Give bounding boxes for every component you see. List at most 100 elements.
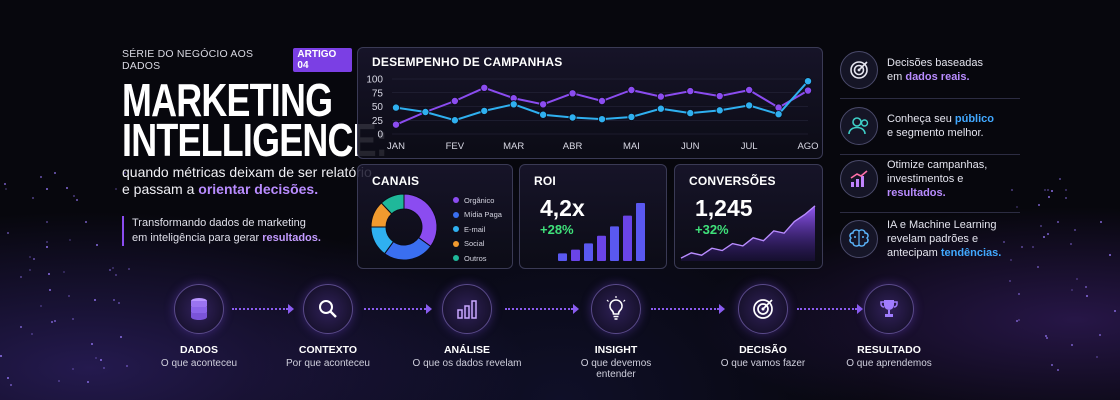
campaign-line-chart: 0 25 50 75 100 JAN FEV MAR ABR MAI JUN JUL AGO (366, 75, 818, 153)
series-row: SÉRIE DO NEGÓCIO AOS DADOS ARTIGO 04 (122, 48, 352, 72)
data-point (450, 97, 459, 106)
sparkle-dot (53, 319, 56, 322)
sparkle-dot (30, 333, 33, 336)
sparkle-dot (1037, 266, 1040, 269)
data-point (392, 120, 401, 129)
feature-text: IA e Machine Learning revelam padrões e … (887, 218, 1001, 260)
roi-bar (558, 253, 567, 261)
sparkle-dot (1032, 245, 1035, 248)
x-tick-label: MAR (503, 141, 524, 152)
sparkle-dot (1017, 318, 1020, 321)
flow-step-desc: O que aconteceu (160, 358, 238, 369)
data-point (686, 109, 695, 118)
sparkle-dot (68, 239, 71, 242)
data-point (627, 112, 636, 121)
y-tick-label: 25 (372, 116, 384, 127)
campaign-panel-title: DESEMPENHO DE CAMPANHAS (372, 55, 563, 69)
series-label: SÉRIE DO NEGÓCIO AOS DADOS (122, 48, 254, 72)
data-point (715, 106, 724, 115)
flow-step-analise: ANÁLISE O que os dados revelam (412, 284, 522, 369)
sparkle-dot (1051, 364, 1054, 367)
feature-ai: IA e Machine Learning revelam padrões e … (840, 210, 1020, 268)
data-point (597, 97, 606, 106)
sparkle-dot (45, 187, 48, 190)
sparkle-dot (94, 357, 97, 360)
sparkle-dot (1047, 232, 1050, 235)
flow-step-label: DADOS (180, 344, 218, 356)
sparkle-dot (1045, 335, 1047, 338)
flow-arrow (232, 304, 294, 314)
feature-line: e segmento melhor. (887, 127, 984, 139)
feature-line: Conheça seu público (887, 112, 994, 126)
sparkle-dot (1065, 188, 1068, 191)
bar-chart-icon (442, 284, 492, 334)
feature-line: antecipam tendências. (887, 246, 1001, 260)
page-title: MARKETING INTELLIGENCE: (122, 77, 388, 163)
conversions-delta: +32% (695, 222, 729, 237)
legend-item: Orgânico (453, 193, 502, 208)
data-point (686, 87, 695, 96)
data-point (627, 86, 636, 95)
sparkle-dot (114, 273, 117, 276)
legend-item: Social (453, 237, 502, 252)
sparkle-dot (1086, 295, 1089, 298)
tagline-line-2: em inteligência para gerar resultados. (132, 231, 352, 246)
feature-text-part: em (887, 71, 906, 83)
feature-line: investimentos e (887, 173, 964, 185)
channels-panel: CANAIS Orgânico Mídia Paga E-mail Social… (357, 164, 513, 269)
flow-step-desc: O que devemos entender (580, 358, 652, 380)
sparkle-dot (1037, 203, 1040, 206)
growth-chart-icon (840, 160, 878, 198)
sparkle-dot (1059, 177, 1062, 180)
sparkle-dot (46, 220, 49, 223)
sparkle-dot (1020, 245, 1023, 248)
roi-delta: +28% (540, 222, 574, 237)
legend-label: Mídia Paga (464, 210, 502, 220)
data-point (745, 101, 754, 110)
data-point (597, 115, 606, 124)
sparkle-dot (1073, 228, 1076, 231)
sparkle-dot (113, 299, 116, 302)
sparkle-dot (1044, 189, 1047, 192)
feature-text: Conheça seu público e segmento melhor. (887, 112, 994, 140)
conversions-area (681, 205, 815, 261)
feature-line: IA e Machine Learning (887, 219, 997, 231)
sparkle-dot (1042, 235, 1045, 238)
sparkle-dot (9, 384, 12, 386)
legend-item: E-mail (453, 222, 502, 237)
target-icon (840, 51, 878, 89)
sparkle-dot (1085, 286, 1088, 288)
x-tick-label: JUL (741, 141, 758, 152)
sparkle-dot (31, 196, 34, 199)
sparkle-dot (1050, 189, 1053, 192)
legend-swatch-outros (453, 255, 459, 262)
legend-label: Orgânico (464, 195, 495, 205)
sparkle-dot (85, 221, 88, 224)
conversions-panel: CONVERSÕES 1,245 +32% (674, 164, 823, 269)
feature-divider (840, 98, 1020, 99)
feature-line: revelam padrões e (887, 233, 979, 245)
sparkle-dot (1095, 355, 1098, 358)
flow-step-decisao: DECISÃO O que vamos fazer (708, 284, 818, 369)
brain-icon (840, 220, 878, 258)
data-point (450, 116, 459, 125)
donut-slice (380, 193, 405, 215)
roi-bar (636, 203, 645, 261)
conversions-line (680, 205, 816, 259)
sparkle-dot (63, 270, 66, 273)
flow-step-label: CONTEXTO (298, 344, 358, 356)
data-point (656, 92, 665, 101)
sparkle-dot (1039, 224, 1042, 227)
subtitle-line-1: quando métricas deixam de ser relatório (122, 164, 372, 180)
article-badge: ARTIGO 04 (293, 48, 352, 72)
x-tick-label: JUN (681, 141, 700, 152)
feature-divider (840, 154, 1020, 155)
x-tick-label: JAN (387, 141, 405, 152)
sparkle-dot (1016, 319, 1019, 322)
roi-bar-chart (558, 203, 645, 261)
legend-swatch-midia-paga (453, 211, 459, 218)
x-tick-label: MAI (623, 141, 640, 152)
roi-value: 4,2x (540, 195, 585, 221)
y-tick-label: 0 (377, 130, 383, 141)
feature-divider (840, 212, 1020, 213)
